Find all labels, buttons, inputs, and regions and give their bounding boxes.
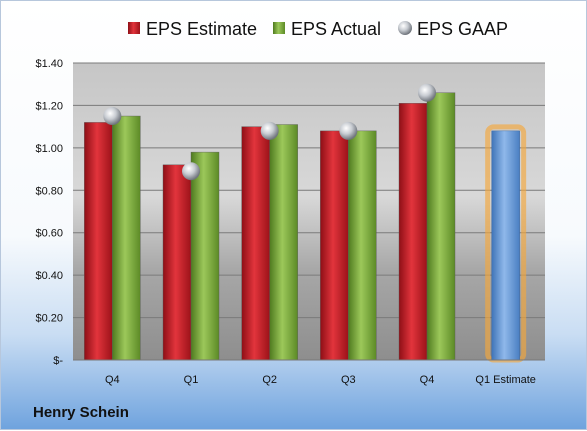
legend-label-eps-gaap: EPS GAAP	[417, 19, 508, 39]
bar-eps-estimate	[162, 164, 192, 361]
x-tick-label: Q4	[105, 374, 120, 386]
bar-eps-actual	[348, 130, 377, 361]
legend: EPS Estimate EPS Actual EPS GAAP	[128, 19, 508, 39]
y-tick-label: $1.20	[35, 100, 63, 112]
y-axis-ticks: $- $0.20 $0.40 $0.60 $0.80 $1.00 $1.20 $1.40	[35, 58, 63, 367]
bar-eps-estimate	[320, 130, 349, 361]
legend-swatch-sphere	[398, 21, 412, 35]
gaap-marker	[339, 121, 358, 140]
y-tick-label: $0.60	[35, 228, 63, 240]
legend-swatch-green	[273, 22, 285, 34]
bar-next-quarter-estimate	[491, 130, 520, 361]
x-tick-label: Q2	[262, 374, 277, 386]
x-tick-label: Q1	[184, 374, 199, 386]
bar-eps-actual	[190, 151, 220, 361]
legend-label-eps-estimate: EPS Estimate	[146, 19, 257, 39]
legend-item-eps-gaap: EPS GAAP	[398, 19, 508, 39]
y-tick-label: $0.80	[35, 185, 63, 197]
bar-eps-estimate	[398, 103, 428, 361]
bar-eps-actual	[426, 92, 456, 361]
gaap-markers	[103, 83, 436, 181]
x-tick-label: Q3	[341, 374, 356, 386]
legend-label-eps-actual: EPS Actual	[291, 19, 381, 39]
x-axis-ticks: Q4 Q1 Q2 Q3 Q4 Q1 Estimate	[105, 374, 536, 386]
company-name: Henry Schein	[33, 404, 129, 421]
legend-item-eps-estimate: EPS Estimate	[128, 19, 257, 39]
legend-item-eps-actual: EPS Actual	[273, 19, 381, 39]
bar-eps-estimate	[84, 122, 113, 361]
bar-eps-actual	[269, 124, 298, 361]
y-tick-label: $-	[53, 355, 63, 367]
x-tick-label: Q4	[420, 374, 435, 386]
x-tick-label: Q1 Estimate	[475, 374, 536, 386]
gaap-marker	[182, 162, 200, 181]
gridlines	[73, 62, 545, 319]
bar-eps-actual	[112, 115, 141, 361]
gaap-marker	[103, 107, 122, 126]
bar-eps-estimate	[241, 126, 270, 361]
gaap-marker	[260, 121, 279, 140]
legend-swatch-red	[128, 22, 140, 34]
y-tick-label: $1.00	[35, 143, 63, 155]
y-tick-label: $1.40	[35, 58, 63, 70]
y-tick-label: $0.20	[35, 313, 63, 325]
plot-area	[73, 63, 545, 360]
bars	[84, 92, 527, 363]
y-tick-label: $0.40	[35, 270, 63, 282]
gaap-marker	[418, 83, 436, 102]
